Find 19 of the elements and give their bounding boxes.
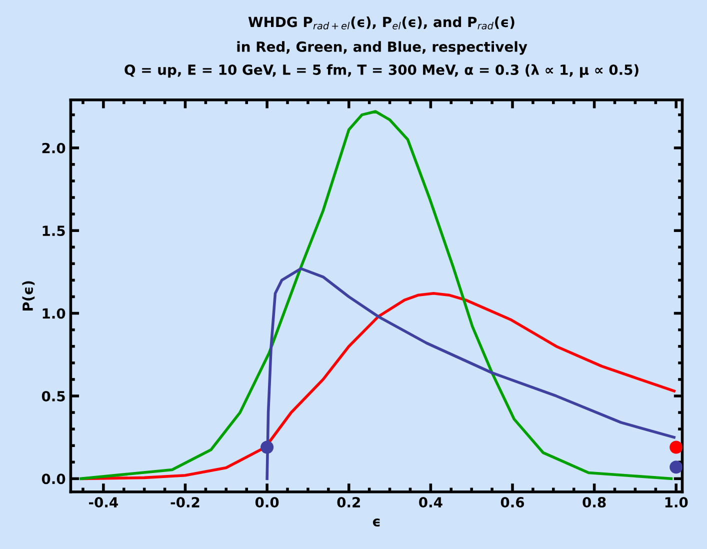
y-tick-label: 0.5: [42, 390, 65, 402]
chart-subtitle: in Red, Green, and Blue, respectively Q = up, E = 10 GeV, L = 5 fm, T = 300 MeV, α = 0.3 (λ ∝ 1, μ ∝ 0.5): [124, 41, 638, 78]
line-series: [82, 292, 676, 480]
x-tick-label: 0.2: [337, 497, 360, 508]
y-tick-label: 2.0: [42, 142, 66, 154]
y-tick-label: 1.5: [42, 226, 65, 236]
x-tick-label: 0.8: [582, 497, 606, 508]
x-tick-label: 1.0: [665, 497, 688, 508]
y-tick-label: 0.0: [42, 474, 66, 484]
x-tick-label: -0.4: [88, 497, 118, 508]
line-series: [80, 110, 673, 480]
y-axis-title: P(ϵ): [22, 281, 35, 311]
x-tick-label: 0.4: [419, 497, 442, 508]
x-tick-label: 0.6: [500, 497, 524, 508]
y-tick-label: 1.0: [42, 308, 66, 319]
x-tick-label: -0.2: [170, 497, 200, 508]
chart-title: WHDG P$_{rad+el}$(ϵ), P$_{el}$(ϵ), and P$_{rad}$(ϵ): [248, 16, 514, 30]
x-axis-title: ϵ: [372, 518, 380, 527]
x-tick-label: 0.0: [255, 497, 279, 508]
